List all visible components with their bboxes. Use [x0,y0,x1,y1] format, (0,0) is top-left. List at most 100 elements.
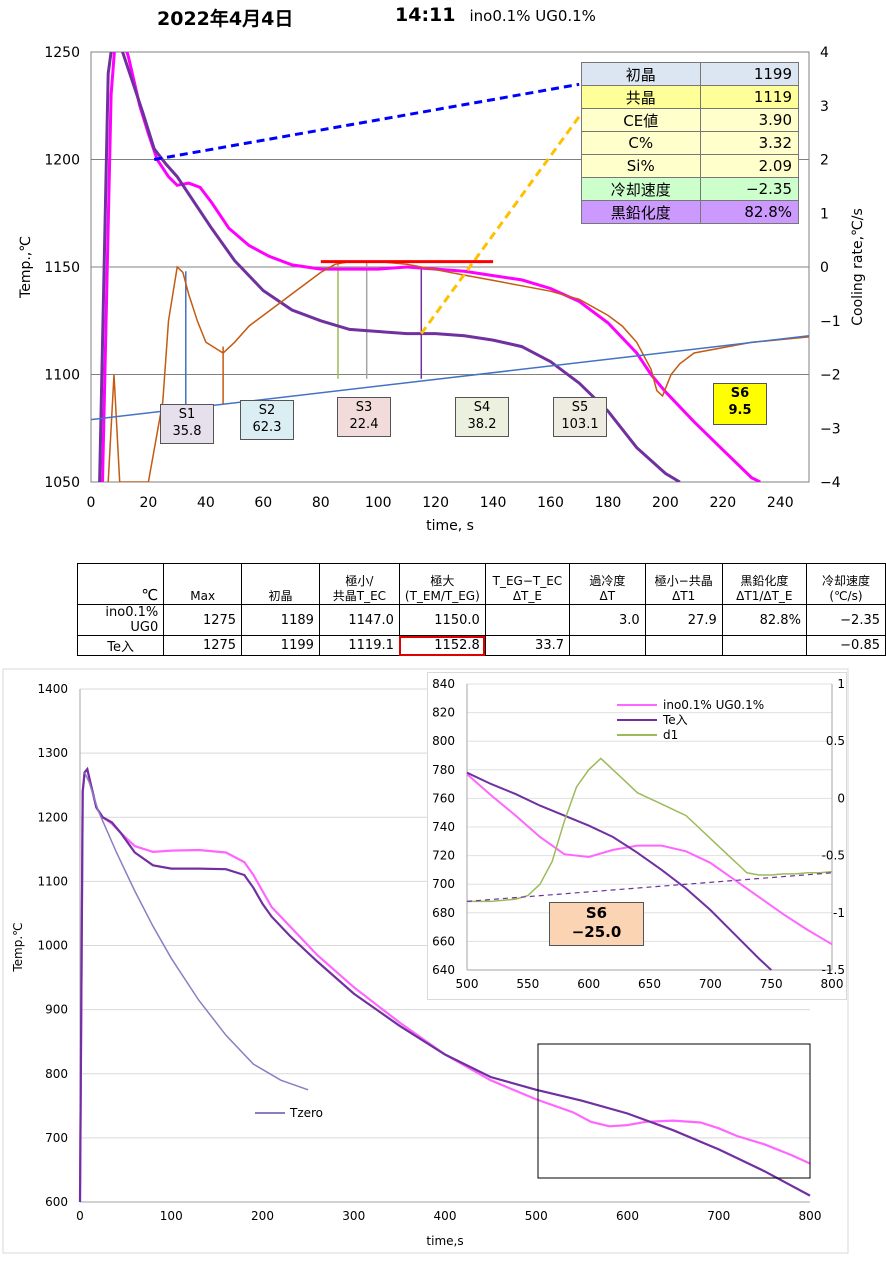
stage-name: S1 [178,407,196,422]
stage-value: 9.5 [728,403,752,418]
report-date: 2022年4月4日 [157,8,294,30]
x-axis-label: time, s [426,518,474,534]
results-header-cell: 極小/ 共晶T_EC [318,563,400,605]
y2-tick-label: 1 [820,206,829,222]
x-tick-label: 120 [422,495,449,511]
y2-tick-label: −3 [820,421,841,437]
y-tick-label: 760 [432,791,455,805]
results-cell [644,635,723,656]
series-line-0 [466,773,833,946]
results-header-cell: 黒鉛化度 ΔT1/ΔT_E [721,563,807,605]
results-cell: 1152.8 [398,635,486,656]
results-table: ℃ Max 初晶 極小/ 共晶T_EC 極大 (T_EM/T_EG) T_EG−T_EC … [76,563,886,656]
results-cell: 1199 [241,635,320,656]
info-row: Si% 2.09 [581,154,800,178]
y-tick-label: 1250 [44,45,80,61]
results-cell: 1189 [241,604,320,636]
report-time: 14:11 [395,4,456,26]
info-row: 初晶 1199 [581,62,800,86]
y2-tick-label: −1 [820,314,841,330]
x-tick-label: 750 [760,977,783,991]
series-line-1 [78,766,811,1203]
stage-name: S5 [571,400,589,415]
x-tick-label: 100 [365,495,392,511]
y2-axis-label: Cooling rate,℃/s [850,208,866,326]
stage-value: 103.1 [561,417,599,432]
info-row: 黒鉛化度 82.8% [581,200,800,224]
x-tick-label: 600 [616,1209,639,1223]
series-line-1 [466,771,772,971]
stage-box-s6: S6 9.5 [713,383,767,425]
x-tick-label: 160 [537,495,564,511]
y2-tick-label: 0 [837,791,845,805]
x-tick-label: 220 [709,495,736,511]
info-row: 冷却速度 −2.35 [581,177,800,201]
results-row: ino0.1% UG0 1275 1189 1147.0 1150.0 3.0 27.9 82… [76,604,886,636]
tzero-legend-label: Tzero [289,1106,323,1120]
x-tick-label: 600 [577,977,600,991]
series-line-2 [83,772,309,1091]
y-axis-label: Temp.,℃ [18,236,34,299]
results-cell [484,604,571,636]
stage-box-s4: S4 38.2 [455,397,509,437]
results-cell [569,635,646,656]
y-tick-label: 1100 [37,874,68,888]
x-tick-label: 300 [342,1209,365,1223]
y-tick-label: 800 [432,734,455,748]
stage-name: S3 [355,400,373,415]
x-tick-label: 500 [525,1209,548,1223]
x-tick-label: 140 [480,495,507,511]
x-tick-label: 0 [87,495,96,511]
x-tick-label: 20 [140,495,158,511]
info-key: C% [581,131,701,155]
results-cell: −2.35 [805,604,886,636]
info-key: CE値 [581,108,701,132]
series-line-4 [153,82,580,161]
results-cell: 82.8% [721,604,807,636]
report-time-line: 14:11 ino0.1% UG0.1% [395,4,596,26]
series-line-5 [420,115,581,335]
info-value: 82.8% [699,200,800,224]
info-value: 1199 [699,62,800,86]
stage-value: 35.8 [172,424,202,439]
stage-box-s5: S5 103.1 [553,397,607,437]
results-header-row: ℃ Max 初晶 極小/ 共晶T_EC 極大 (T_EM/T_EG) T_EG−T_EC … [76,563,886,605]
x-tick-label: 650 [638,977,661,991]
y2-tick-label: 1 [837,677,845,691]
y2-tick-label: 3 [820,99,829,115]
info-key: Si% [581,154,701,178]
y2-tick-label: −4 [820,475,841,491]
info-value: 1119 [699,85,800,109]
y2-tick-label: -0.5 [822,849,845,863]
results-header-cell: Max [163,563,243,605]
results-cell: 3.0 [569,604,646,636]
legend-label: ino0.1% UG0.1% [663,698,764,712]
x-tick-label: 180 [595,495,622,511]
results-cell: −0.85 [805,635,886,656]
info-value: −2.35 [699,177,800,201]
x-tick-label: 500 [456,977,479,991]
results-header-cell: 過冷度 ΔT [569,563,646,605]
series-line-1 [98,52,681,482]
x-tick-label: 200 [251,1209,274,1223]
results-cell: 1119.1 [318,635,400,656]
y2-tick-label: −2 [820,368,841,384]
unit-cell: ℃ [76,563,165,605]
results-cell [721,635,807,656]
x-tick-label: 400 [434,1209,457,1223]
stage-name: S6 [730,386,750,401]
info-value: 3.90 [699,108,800,132]
results-cell: 1275 [163,635,243,656]
results-row-label: Te入 [76,635,165,656]
series-line-2 [467,757,833,903]
y-tick-label: 1150 [44,260,80,276]
y-tick-label: 640 [432,963,455,977]
y-tick-label: 720 [432,849,455,863]
y-axis-label: Temp.℃ [11,922,25,972]
y-tick-label: 700 [45,1131,68,1145]
y-tick-label: 1300 [37,746,68,760]
report-sample: ino0.1% UG0.1% [469,7,596,25]
y2-tick-label: 4 [820,45,829,61]
stage-box-s3: S3 22.4 [337,397,391,437]
x-tick-label: 700 [707,1209,730,1223]
